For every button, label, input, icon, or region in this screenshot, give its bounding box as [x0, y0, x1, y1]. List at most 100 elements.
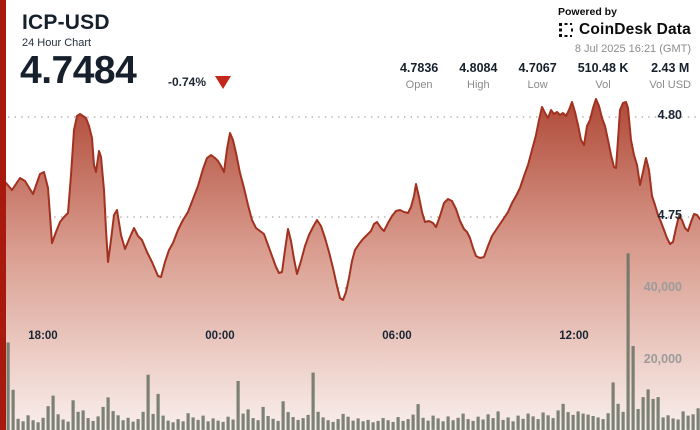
volume-bar: [366, 419, 370, 430]
volume-bar: [496, 411, 500, 430]
price-change: -0.74%: [168, 75, 232, 89]
volume-bar: [431, 415, 435, 430]
volume-bar: [381, 418, 385, 430]
volume-bar: [266, 416, 270, 430]
volume-bar: [206, 421, 210, 430]
volume-bar: [546, 415, 550, 430]
volume-bar: [216, 420, 220, 430]
stat-label: Vol USD: [649, 79, 691, 91]
volume-bar: [311, 372, 315, 430]
time-axis-label: 06:00: [382, 330, 412, 342]
volume-bar: [436, 418, 440, 430]
stat-low: 4.7067 Low: [518, 61, 556, 91]
volume-bar: [556, 410, 560, 430]
brand-name: CoinDesk Data: [579, 21, 691, 38]
volume-bar: [356, 418, 360, 430]
volume-bar: [96, 416, 100, 430]
volume-bar: [76, 411, 80, 430]
volume-bar: [11, 389, 15, 430]
volume-bar: [451, 420, 455, 430]
volume-bar: [416, 404, 420, 430]
powered-by-label: Powered by: [558, 6, 617, 18]
volume-bar: [181, 421, 185, 430]
volume-bar: [561, 403, 565, 430]
volume-bar: [596, 417, 600, 430]
volume-bar: [286, 412, 290, 430]
volume-bar: [601, 419, 605, 430]
volume-bar: [41, 417, 45, 430]
volume-bar: [606, 413, 610, 430]
volume-bar: [376, 420, 380, 430]
stat-high: 4.8084 High: [459, 61, 497, 91]
volume-bar: [591, 416, 595, 430]
volume-bar: [646, 389, 650, 430]
volume-bar: [471, 420, 475, 430]
volume-bar: [151, 413, 155, 430]
stat-volume-usd: 2.43 M Vol USD: [649, 61, 691, 91]
stat-label: Vol: [595, 79, 611, 91]
volume-bar: [126, 417, 130, 430]
volume-bar: [36, 422, 40, 430]
volume-bar: [236, 381, 240, 430]
volume-bar: [276, 420, 280, 430]
volume-bar: [621, 411, 625, 430]
volume-bar: [211, 418, 215, 430]
volume-bar: [396, 417, 400, 430]
volume-bar: [461, 413, 465, 430]
volume-bar: [481, 419, 485, 430]
volume-bar: [346, 416, 350, 430]
time-axis-label: 00:00: [205, 330, 235, 342]
volume-bar: [516, 415, 520, 430]
volume-bar: [541, 412, 545, 430]
volume-bar: [491, 418, 495, 430]
volume-bar: [671, 418, 675, 430]
time-axis-label: 12:00: [559, 330, 589, 342]
volume-bar: [401, 420, 405, 430]
volume-bar: [16, 418, 20, 430]
price-line: [5, 98, 700, 301]
volume-axis-tick: 20,000: [643, 352, 682, 366]
volume-bar: [316, 411, 320, 430]
volume-bar: [56, 414, 60, 430]
stat-label: Low: [527, 79, 548, 91]
volume-bar: [531, 416, 535, 430]
volume-bar: [536, 419, 540, 430]
volume-bar: [501, 419, 505, 430]
volume-bar: [551, 418, 555, 430]
volume-bar: [386, 420, 390, 430]
stat-value: 4.8084: [459, 61, 498, 75]
volume-bar: [371, 422, 375, 430]
volume-bar: [251, 418, 255, 430]
volume-bar: [31, 420, 35, 430]
volume-bar: [51, 395, 55, 430]
volume-bar: [446, 416, 450, 430]
volume-bar: [301, 418, 305, 430]
volume-bar: [521, 418, 525, 430]
volume-bar: [686, 415, 690, 430]
volume-bar: [331, 421, 335, 430]
volume-bar: [656, 397, 660, 430]
volume-bar: [106, 397, 110, 430]
volume-bar: [281, 401, 285, 430]
volume-bar: [221, 421, 225, 430]
volume-bar: [101, 406, 105, 430]
stat-value: 4.7836: [399, 61, 439, 75]
volume-bar: [66, 421, 70, 430]
volume-bar: [271, 418, 275, 430]
volume-bar: [651, 398, 655, 430]
volume-bar: [111, 411, 115, 430]
volume-bar: [241, 413, 245, 430]
down-triangle-icon: [215, 75, 232, 89]
volume-bar: [691, 414, 695, 430]
volume-bar: [81, 410, 85, 430]
volume-bar: [576, 411, 580, 430]
stat-open: 4.7836 Open: [400, 61, 438, 91]
brand-link[interactable]: CoinDesk Data: [558, 21, 691, 39]
volume-bar: [441, 421, 445, 430]
stat-value: 2.43 M: [651, 61, 690, 75]
volume-bar: [191, 417, 195, 430]
volume-bar: [21, 421, 25, 430]
volume-bar: [676, 419, 680, 430]
volume-bar: [91, 420, 95, 430]
